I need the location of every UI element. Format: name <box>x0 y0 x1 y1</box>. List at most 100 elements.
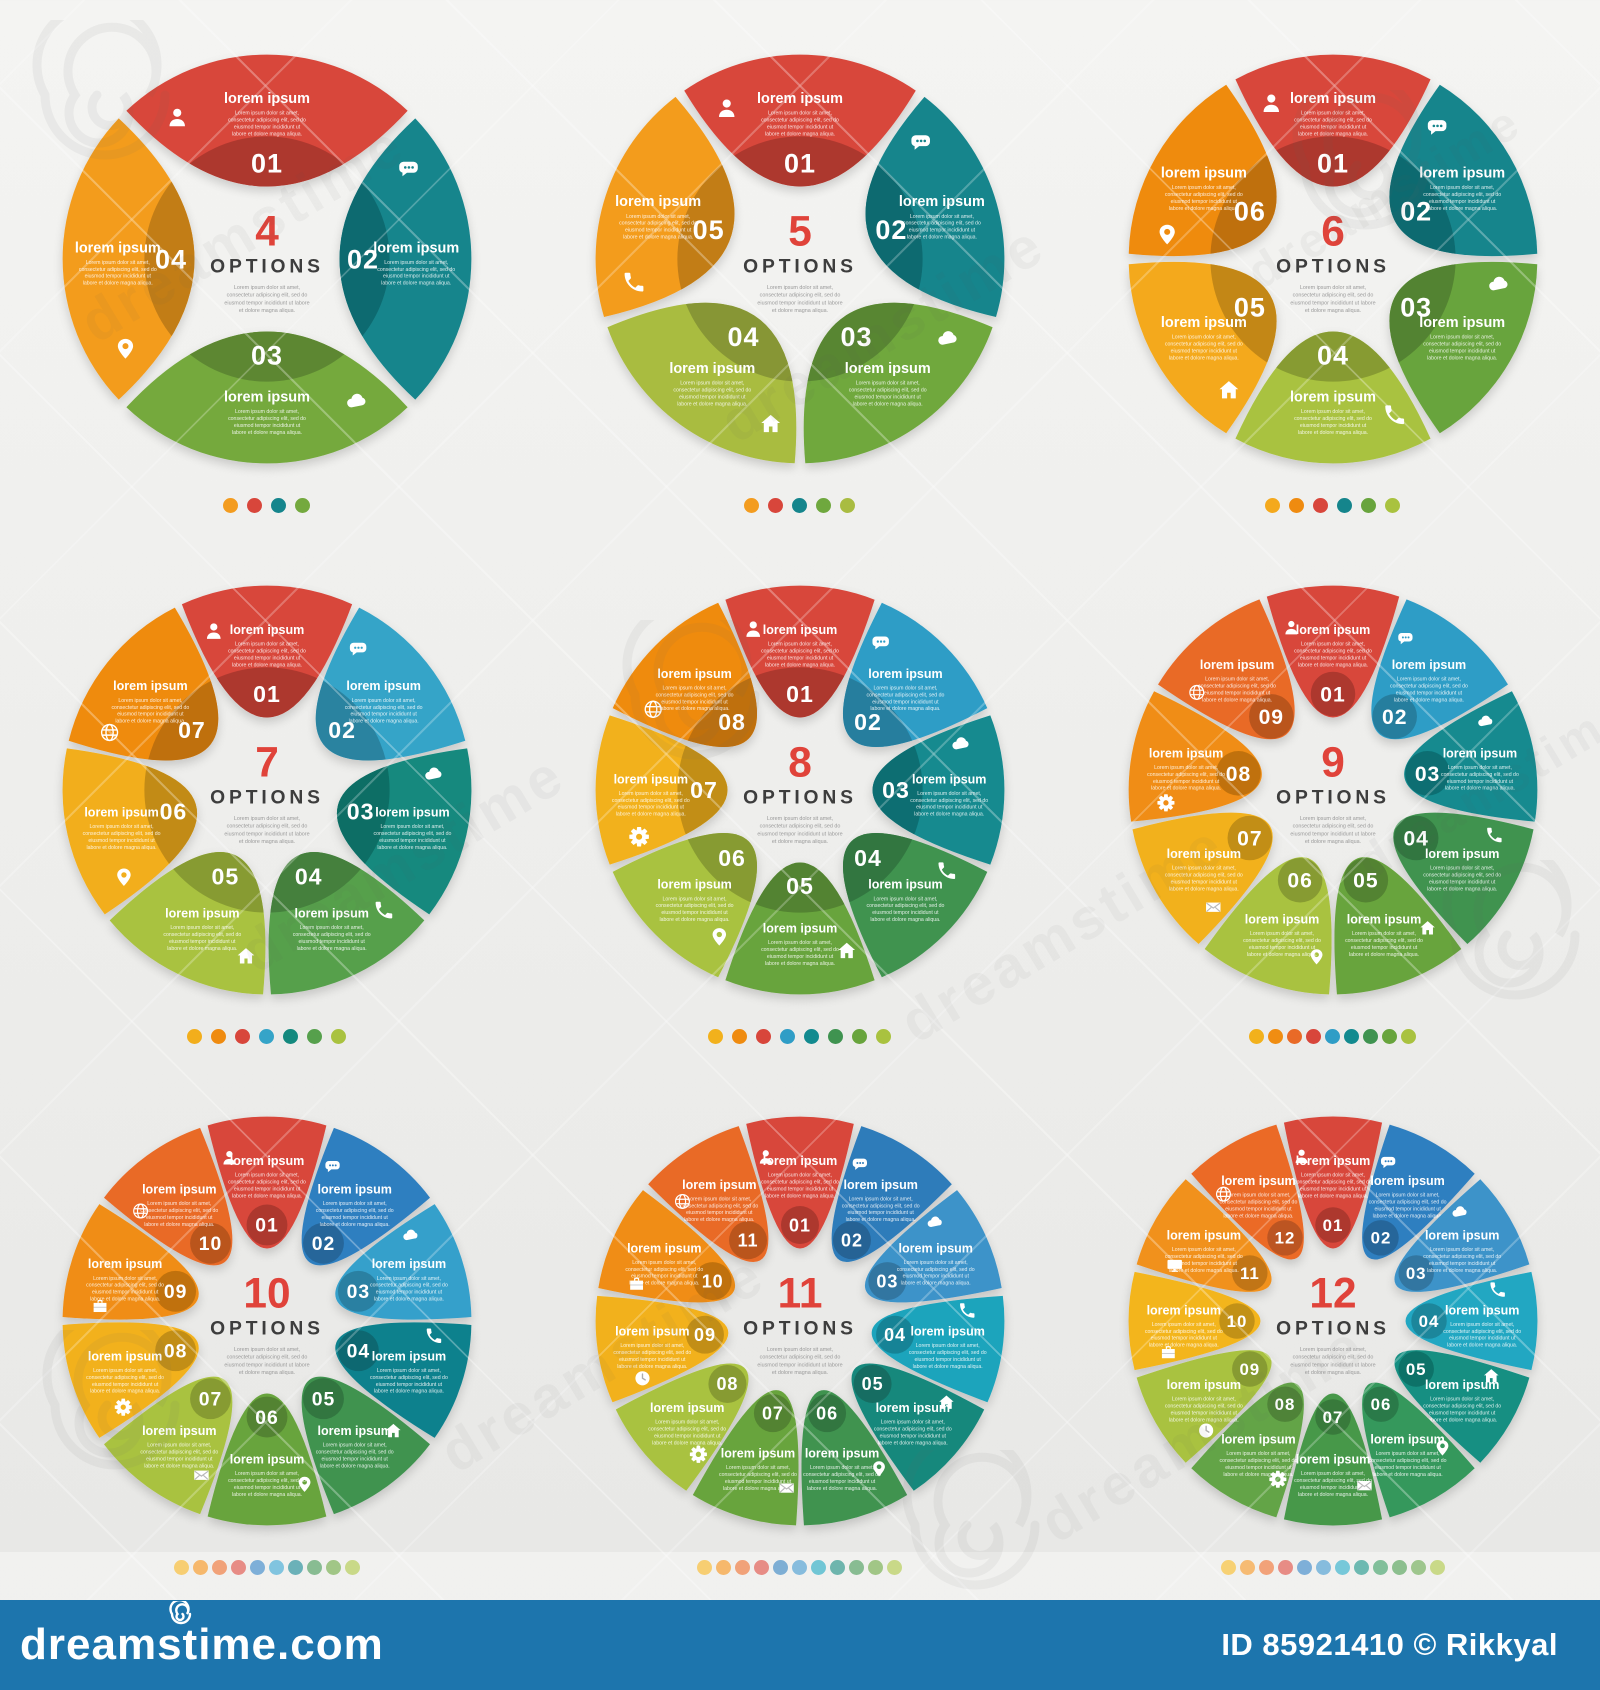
legend-dots <box>223 498 310 513</box>
segment-description-line: eiusmod tempor incididunt ut <box>1374 1207 1441 1213</box>
segment-number: 01 <box>1322 1216 1343 1235</box>
home-icon <box>938 1395 954 1409</box>
segment-title: lorem ipsum <box>1419 315 1505 331</box>
chart-canvas: 01 lorem ipsum Lorem ipsum dolor sit amet,… <box>62 585 471 995</box>
center-number: 7 <box>255 739 279 786</box>
pin-icon <box>712 928 726 946</box>
legend-dot <box>773 1560 788 1575</box>
segment-description-line: Lorem ipsum dolor sit amet, <box>1396 676 1460 682</box>
legend-dot <box>259 1029 274 1044</box>
segment-title: lorem ipsum <box>74 240 160 256</box>
cloud-icon <box>951 737 969 750</box>
segment-description-line: eiusmod tempor incididunt ut <box>1225 1207 1292 1213</box>
mail-icon <box>778 1483 794 1493</box>
center-description-line: consectetur adipiscing elit, sed do <box>226 1355 307 1361</box>
segment-title: lorem ipsum <box>346 679 420 693</box>
segment-number: 01 <box>1320 683 1345 706</box>
legend-dot <box>325 1560 341 1575</box>
segment-number: 02 <box>854 709 882 735</box>
segment-number: 08 <box>1274 1395 1295 1414</box>
chart-11-options: 01 lorem ipsum Lorem ipsum dolor sit amet,… <box>533 1062 1066 1593</box>
center-description-line: eiusmod tempor incididunt ut labore <box>1290 1362 1375 1368</box>
segment-description-line: Lorem ipsum dolor sit amet, <box>234 1173 298 1179</box>
segment-number: 04 <box>727 322 759 352</box>
pin-icon <box>872 1461 885 1477</box>
segment-number: 03 <box>882 777 910 803</box>
segment-description-line: labore et dolore magna aliqua. <box>1297 131 1367 137</box>
pin-icon <box>1436 1440 1448 1456</box>
segment-description-line: eiusmod tempor incididunt ut <box>879 1433 946 1439</box>
segment-title: lorem ipsum <box>371 1349 445 1363</box>
segment-description-line: consectetur adipiscing elit, sed do <box>1164 192 1242 198</box>
segment-number: 01 <box>255 1215 278 1237</box>
segment-title: lorem ipsum <box>1221 1174 1295 1188</box>
segment-description-line: eiusmod tempor incididunt ut <box>84 274 151 280</box>
legend-dot <box>211 1029 226 1044</box>
segment-description-line: consectetur adipiscing elit, sed do <box>228 1478 306 1484</box>
segment-description-line: consectetur adipiscing elit, sed do <box>1368 1200 1446 1206</box>
segment-title: lorem ipsum <box>1424 1378 1498 1392</box>
segment-title: lorem ipsum <box>804 1446 878 1460</box>
segment-description-line: Lorem ipsum dolor sit amet, <box>680 381 744 387</box>
segment-description-line: eiusmod tempor incididunt ut <box>1374 1465 1441 1471</box>
segment-number: 04 <box>884 1325 906 1345</box>
segment-title: lorem ipsum <box>224 389 310 405</box>
chart-canvas: 01 lorem ipsum Lorem ipsum dolor sit amet,… <box>1128 54 1537 464</box>
home-icon <box>385 1423 401 1438</box>
segment-title: lorem ipsum <box>1199 658 1273 672</box>
segment-number: 07 <box>198 1389 221 1411</box>
center-description-line: eiusmod tempor incididunt ut labore <box>1290 831 1375 837</box>
segment-description-line: Lorem ipsum dolor sit amet, <box>1375 1451 1439 1457</box>
segment-number: 09 <box>163 1281 186 1303</box>
phone-icon <box>1384 405 1404 425</box>
chart-9-options: 01 lorem ipsum Lorem ipsum dolor sit amet,… <box>1066 531 1599 1062</box>
segment-description-line: labore et dolore magna aliqua. <box>1427 1417 1497 1423</box>
segment-description-line: eiusmod tempor incididunt ut <box>1429 199 1496 205</box>
pin-icon <box>1310 949 1322 965</box>
segment-description-line: labore et dolore magna aliqua. <box>764 662 834 668</box>
segment-description-line: labore et dolore magna aliqua. <box>1427 206 1497 212</box>
pin-icon <box>116 868 131 887</box>
segment-description-line: consectetur adipiscing elit, sed do <box>1243 938 1321 944</box>
segment-number: 03 <box>840 322 872 352</box>
gear-icon <box>689 1445 707 1463</box>
infographic-grid: 01 lorem ipsum Lorem ipsum dolor sit amet,… <box>0 0 1599 1593</box>
segment-description-line: Lorem ipsum dolor sit amet, <box>909 214 973 220</box>
chart-canvas: 01 lorem ipsum Lorem ipsum dolor sit amet,… <box>62 1116 471 1526</box>
segment-description-line: labore et dolore magna aliqua. <box>1246 952 1316 958</box>
segment-number: 03 <box>346 798 374 824</box>
segment-number: 05 <box>786 873 814 899</box>
segment-description-line: Lorem ipsum dolor sit amet, <box>234 642 298 648</box>
segment-description-line: Lorem ipsum dolor sit amet, <box>1300 111 1364 117</box>
segment-01: 01 lorem ipsum Lorem ipsum dolor sit amet,… <box>724 585 875 718</box>
segment-number: 02 <box>347 244 379 274</box>
mail-icon <box>193 1470 209 1480</box>
center-description-line: Lorem ipsum dolor sit amet, <box>233 285 300 291</box>
segment-description-line: Lorem ipsum dolor sit amet, <box>917 791 981 797</box>
segment-description-line: labore et dolore magna aliqua. <box>906 235 976 241</box>
segment-number: 08 <box>718 709 746 735</box>
chart-4-options: 01 lorem ipsum Lorem ipsum dolor sit amet,… <box>0 0 533 531</box>
chat-icon <box>324 1160 340 1173</box>
segment-description-line: Lorem ipsum dolor sit amet, <box>376 1368 440 1374</box>
segment-description-line: Lorem ipsum dolor sit amet, <box>1300 1471 1364 1477</box>
segment-description-line: labore et dolore magna aliqua. <box>1427 1268 1497 1274</box>
legend-dot <box>1401 1029 1416 1044</box>
legend-dot <box>230 1560 246 1575</box>
legend-dots <box>1249 1029 1416 1044</box>
segment-description-line: Lorem ipsum dolor sit amet, <box>1151 1322 1215 1328</box>
segment-description-line: consectetur adipiscing elit, sed do <box>1219 1458 1297 1464</box>
segment-title: lorem ipsum <box>1295 1154 1369 1168</box>
home-icon <box>837 942 855 959</box>
